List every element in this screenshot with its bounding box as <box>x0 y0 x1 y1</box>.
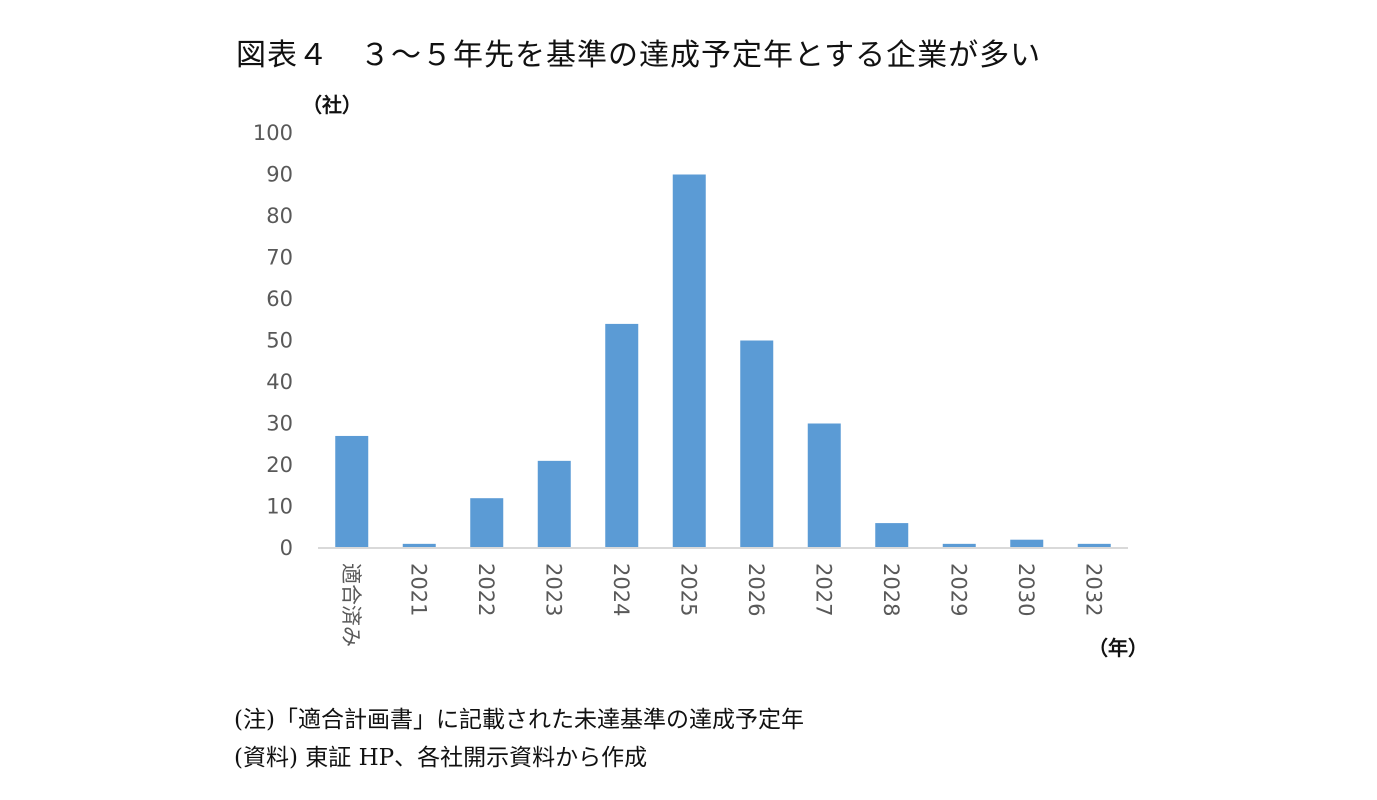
x-tick-label: 2026 <box>744 563 768 616</box>
x-tick-label: 2028 <box>879 563 903 616</box>
y-unit-label: （社） <box>302 93 362 117</box>
chart-title: 図表４ ３～５年先を基準の達成予定年とする企業が多い <box>236 38 1042 73</box>
y-tick-label: 0 <box>280 536 293 560</box>
x-tick-label: 2021 <box>406 563 430 616</box>
x-tick-label: 2029 <box>946 563 970 616</box>
x-tick-label: 2030 <box>1014 563 1038 616</box>
y-axis-ticks: 0 10 20 30 40 50 60 70 80 90 100 <box>253 121 293 560</box>
x-tick-label: 2025 <box>676 563 700 616</box>
x-unit-label: （年） <box>1088 636 1148 660</box>
x-tick-label: 2023 <box>541 563 565 616</box>
source-note: (資料) 東証 HP、各社開示資料から作成 <box>234 745 648 771</box>
y-tick-label: 20 <box>266 453 293 477</box>
x-tick-label: 2027 <box>811 563 835 616</box>
bar <box>1077 543 1111 548</box>
bar <box>672 174 706 548</box>
bar <box>605 323 639 548</box>
x-axis-ticks: 適合済み 2021 2022 2023 2024 2025 2026 2027 2028 2029… <box>339 563 1106 647</box>
bar <box>335 435 369 548</box>
y-tick-label: 80 <box>266 204 293 228</box>
y-tick-label: 40 <box>266 370 293 394</box>
bar <box>402 543 436 548</box>
x-tick-label: 2022 <box>474 563 498 616</box>
y-tick-label: 50 <box>266 329 293 353</box>
y-tick-label: 70 <box>266 246 293 270</box>
bar <box>942 543 976 548</box>
y-tick-label: 60 <box>266 287 293 311</box>
x-tick-label: 適合済み <box>339 563 363 647</box>
bars-group <box>335 174 1111 548</box>
bar <box>807 423 841 548</box>
footnote: (注)「適合計画書」に記載された未達基準の達成予定年 <box>234 707 804 733</box>
x-tick-label: 2032 <box>1081 563 1105 616</box>
y-tick-label: 90 <box>266 163 293 187</box>
bar <box>537 460 571 548</box>
y-tick-label: 10 <box>266 495 293 519</box>
bar <box>875 523 909 548</box>
bar <box>1010 539 1044 548</box>
y-tick-label: 100 <box>253 121 293 145</box>
bar <box>470 498 504 548</box>
bar <box>740 340 774 548</box>
y-tick-label: 30 <box>266 412 293 436</box>
x-tick-label: 2024 <box>609 563 633 616</box>
